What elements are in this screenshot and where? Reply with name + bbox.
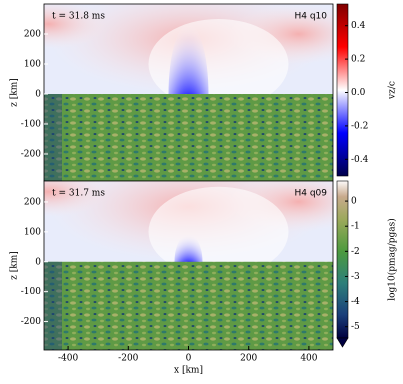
colorbar-tick-label: -4	[351, 297, 360, 307]
x-tick-label: 400	[300, 354, 317, 364]
x-label: x [km]	[174, 366, 203, 376]
x-tick-label: 0	[186, 354, 192, 364]
colorbar-label: vz/c	[388, 81, 398, 100]
colorbar-extend	[336, 337, 349, 348]
colorbar	[336, 3, 349, 177]
colorbar-tick-label: 0.0	[351, 88, 366, 98]
y-tick-label: 200	[24, 30, 41, 40]
red-region	[44, 181, 109, 217]
colorbar-tick-label: 0.2	[351, 55, 365, 65]
y-label: z [km]	[10, 78, 20, 107]
x-tick-label: -200	[118, 354, 138, 364]
y-tick-label: 0	[35, 257, 41, 267]
panel-label: H4 q10	[294, 12, 327, 22]
y-tick-label: -100	[21, 287, 41, 297]
colorbar-tick-label: 0.4	[351, 21, 366, 31]
annotation: t = 31.7 ms	[52, 189, 105, 199]
dark-edge	[44, 261, 62, 350]
colorbar	[336, 180, 349, 339]
y-tick-label: 100	[24, 60, 41, 70]
x-tick-label: -400	[58, 354, 78, 364]
heatmap-image	[44, 181, 333, 350]
colorbar-tick-label: -1	[351, 222, 360, 232]
colorbar-tick-label: -5	[351, 322, 360, 332]
y-tick-label: 200	[24, 197, 41, 207]
y-tick-label: -200	[21, 317, 41, 327]
colorbar-tick-label: -0.2	[351, 121, 368, 131]
colorbar-tick-label: 0	[351, 197, 357, 207]
colorbar-tick-label: -2	[351, 247, 360, 257]
y-tick-label: 100	[24, 227, 41, 237]
colorbar-tick-label: -3	[351, 272, 360, 282]
annotation: t = 31.8 ms	[52, 12, 105, 22]
y-tick-label: 0	[35, 90, 41, 100]
heatmap-image	[44, 4, 333, 181]
red-region	[44, 4, 109, 49]
y-label: z [km]	[10, 251, 20, 280]
dark-edge	[44, 94, 62, 181]
colorbar-label: log10(pmag/pgas)	[387, 218, 398, 301]
x-tick-label: 200	[240, 354, 257, 364]
lower-field	[44, 261, 333, 350]
panel-label: H4 q09	[294, 189, 327, 199]
y-tick-label: -100	[21, 120, 41, 130]
colorbar-tick-label: -0.4	[351, 155, 369, 165]
y-tick-label: -200	[21, 150, 41, 160]
lower-field	[44, 94, 333, 181]
